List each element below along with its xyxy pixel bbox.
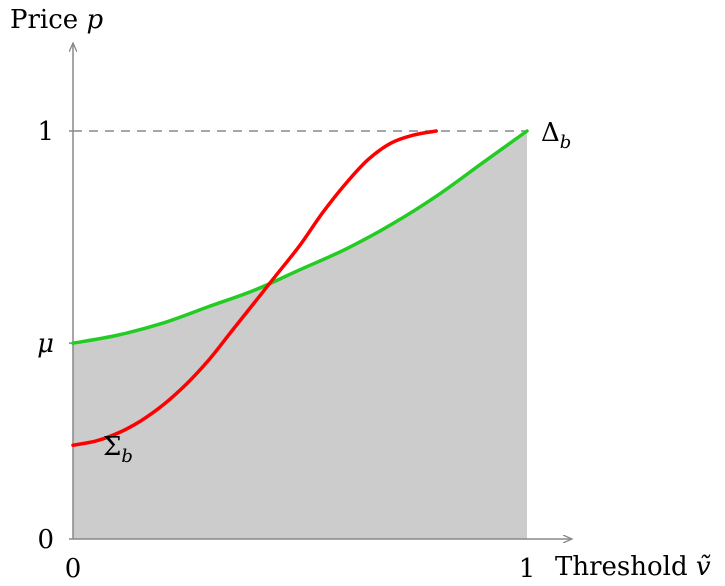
series-delta-b-line — [71, 129, 529, 345]
y-tick-label-1: μ — [37, 329, 54, 359]
series-delta-b-label: Δb — [541, 118, 571, 153]
y-tick-label-0: 0 — [37, 525, 54, 555]
x-tick-label-1: 1 — [519, 554, 536, 584]
x-tick-label-0: 0 — [65, 554, 82, 584]
shaded-region — [73, 131, 527, 539]
series-sigma-b-line — [71, 129, 438, 447]
y-axis-label: Price p — [10, 5, 103, 35]
y-tick-label-2: 1 — [37, 117, 54, 147]
series-sigma-b-label: Σb — [103, 432, 133, 467]
x-axis-label: Threshold ṽ — [555, 552, 711, 582]
tick-labels: 0 μ 1 0 1 — [37, 117, 535, 584]
